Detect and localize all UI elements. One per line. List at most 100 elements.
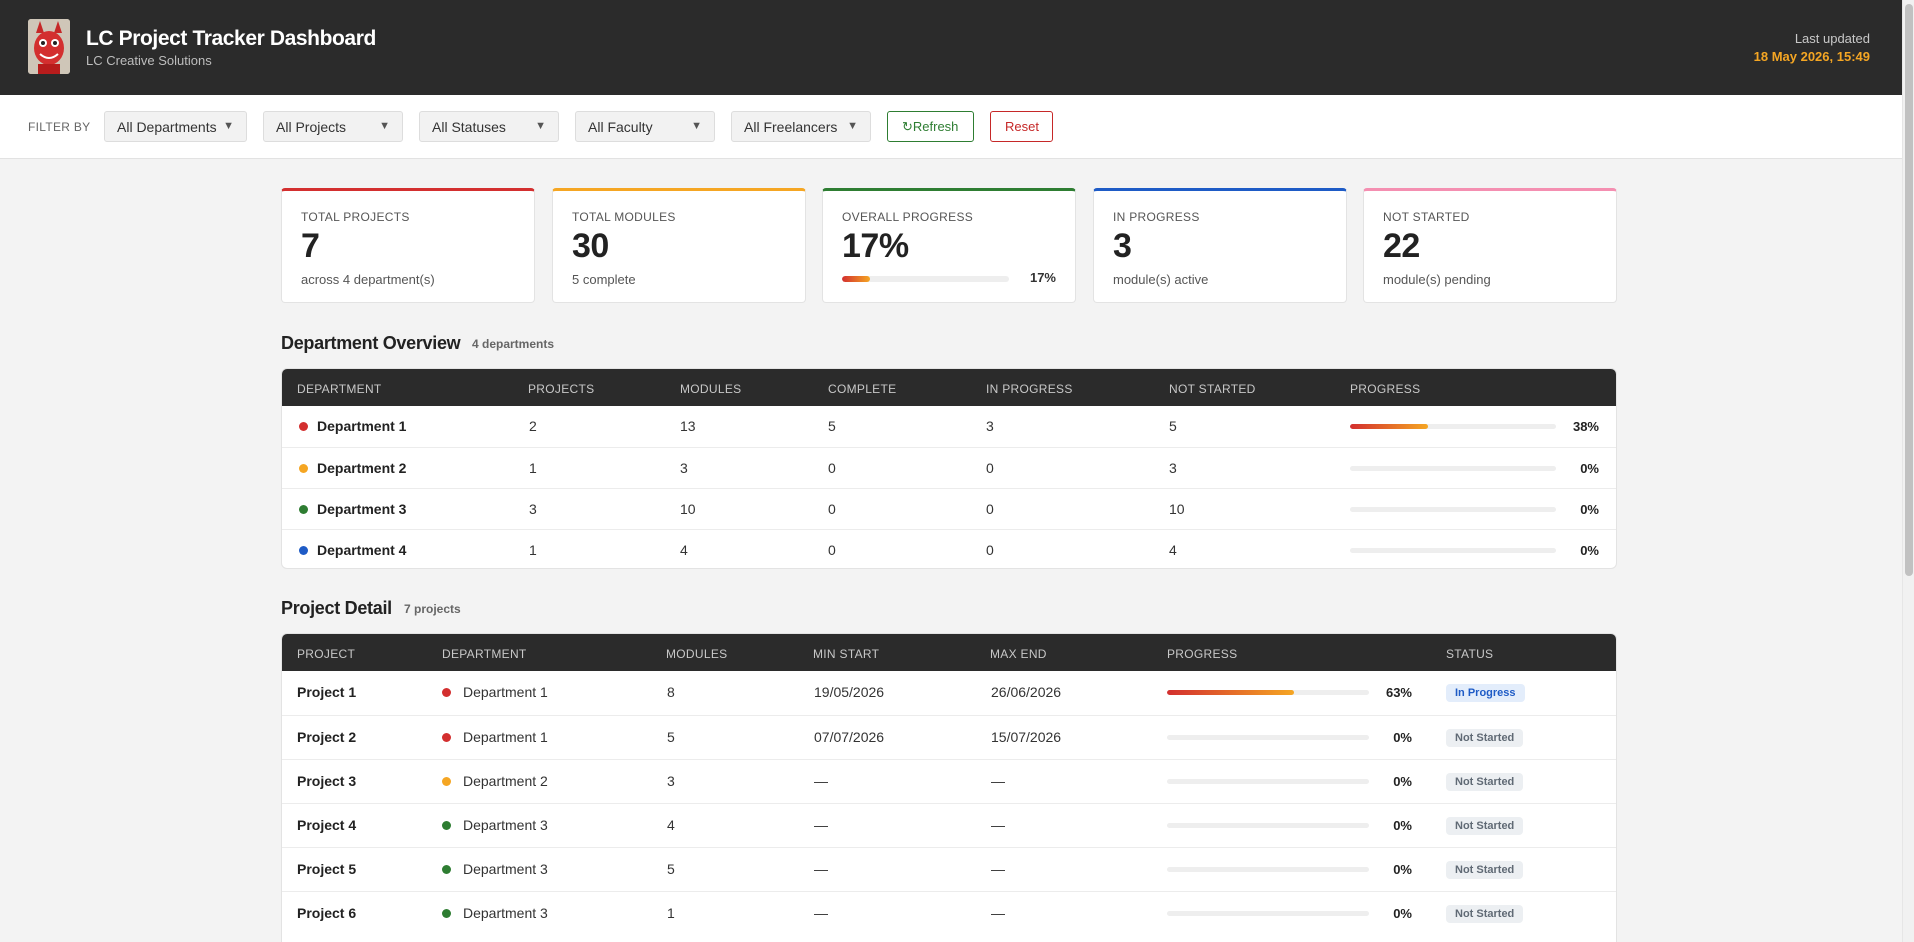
refresh-button[interactable]: ↻Refresh <box>887 111 974 142</box>
department-progress-bar <box>1350 466 1556 471</box>
project-progress-bar <box>1167 823 1369 828</box>
table-row[interactable]: Project 2 Department 1 5 07/07/2026 15/07/20… <box>282 715 1616 759</box>
progress-percent: 38% <box>1572 419 1599 434</box>
stat-card: IN PROGRESS 3 module(s) active <box>1093 188 1347 303</box>
table-row[interactable]: Department 1 2 13 5 3 5 38% <box>282 406 1616 447</box>
department-color-dot <box>442 909 451 918</box>
in-progress-count: 0 <box>986 460 994 476</box>
not-started-count: 5 <box>1169 418 1177 434</box>
progress-percent: 0% <box>1393 818 1412 833</box>
stat-value: 30 <box>572 227 609 265</box>
company-name: LC Creative Solutions <box>86 53 212 68</box>
progress-percent: 0% <box>1393 906 1412 921</box>
department-color-dot <box>299 464 308 473</box>
table-row[interactable]: Department 2 1 3 0 0 3 0% <box>282 447 1616 488</box>
overall-progress-bar <box>842 276 1009 282</box>
column-header: PROGRESS <box>1350 382 1421 396</box>
column-header: PROJECT <box>297 647 356 661</box>
not-started-count: 10 <box>1169 501 1185 517</box>
scrollbar-thumb[interactable] <box>1905 4 1913 576</box>
modules-count: 10 <box>680 501 696 517</box>
stat-card: NOT STARTED 22 module(s) pending <box>1363 188 1617 303</box>
max-end-date: — <box>991 905 1005 921</box>
stat-value: 17% <box>842 227 909 265</box>
department-color-dot <box>299 505 308 514</box>
department-color-dot <box>442 688 451 697</box>
table-row[interactable]: Project 1 Department 1 8 19/05/2026 26/06/20… <box>282 671 1616 715</box>
min-start-date: — <box>814 861 828 877</box>
project-filter-value: All Projects <box>276 119 347 135</box>
project-progress-bar <box>1167 867 1369 872</box>
table-row[interactable]: Project 6 Department 3 1 — — 0% Not Started <box>282 891 1616 935</box>
dropdown-caret-icon: ▼ <box>847 120 858 132</box>
modules-count: 3 <box>680 460 688 476</box>
stat-label: NOT STARTED <box>1383 210 1470 224</box>
complete-count: 0 <box>828 460 836 476</box>
project-filter-select[interactable]: All Projects ▼ <box>263 111 403 142</box>
department-color-dot <box>442 777 451 786</box>
status-badge: Not Started <box>1446 861 1524 879</box>
in-progress-count: 3 <box>986 418 994 434</box>
project-name: Project 1 <box>297 684 357 700</box>
table-row[interactable]: Project 5 Department 3 5 — — 0% Not Started <box>282 847 1616 891</box>
progress-percent: 0% <box>1393 730 1412 745</box>
column-header: STATUS <box>1446 647 1494 661</box>
filter-bar: FILTER BY All Departments ▼ All Projects… <box>0 95 1902 159</box>
status-badge: Not Started <box>1446 729 1524 747</box>
modules-count: 4 <box>667 817 675 833</box>
table-header: PROJECT DEPARTMENT MODULES MIN START MAX… <box>282 634 1616 671</box>
progress-bar-fill <box>1167 690 1295 695</box>
column-header: IN PROGRESS <box>986 382 1073 396</box>
stat-card: TOTAL MODULES 30 5 complete <box>552 188 806 303</box>
table-row[interactable]: Department 3 3 10 0 0 10 0% <box>282 488 1616 529</box>
last-updated-label: Last updated <box>1794 31 1870 46</box>
project-detail-title: Project Detail <box>281 598 392 618</box>
page-scrollbar[interactable] <box>1902 0 1914 942</box>
project-name: Project 5 <box>297 861 357 877</box>
freelancer-filter-select[interactable]: All Freelancers ▼ <box>731 111 871 142</box>
project-department: Department 1 <box>463 684 548 700</box>
min-start-date: 19/05/2026 <box>814 684 885 700</box>
project-department: Department 3 <box>463 905 548 921</box>
project-detail-table: PROJECT DEPARTMENT MODULES MIN START MAX… <box>281 633 1617 942</box>
progress-percent: 17% <box>1029 270 1056 285</box>
department-filter-select[interactable]: All Departments ▼ <box>104 111 247 142</box>
table-row[interactable]: Department 4 1 4 0 0 4 0% <box>282 529 1616 568</box>
stat-label: TOTAL MODULES <box>572 210 676 224</box>
last-updated-value: 18 May 2026, 15:49 <box>1753 49 1870 64</box>
max-end-date: — <box>991 773 1005 789</box>
department-progress-bar <box>1350 507 1556 512</box>
department-overview-title: Department Overview <box>281 333 461 353</box>
progress-bar-fill <box>1350 424 1429 429</box>
stat-label: TOTAL PROJECTS <box>301 210 410 224</box>
column-header: PROJECTS <box>528 382 595 396</box>
page-title: LC Project Tracker Dashboard <box>86 27 376 50</box>
progress-percent: 0% <box>1580 502 1599 517</box>
project-progress-bar <box>1167 690 1369 695</box>
project-department: Department 2 <box>463 773 548 789</box>
stat-label: OVERALL PROGRESS <box>842 210 974 224</box>
freelancer-filter-value: All Freelancers <box>744 119 838 135</box>
modules-count: 8 <box>667 684 675 700</box>
department-progress-bar <box>1350 424 1556 429</box>
in-progress-count: 0 <box>986 542 994 558</box>
company-logo <box>28 19 70 74</box>
in-progress-count: 0 <box>986 501 994 517</box>
stat-card: TOTAL PROJECTS 7 across 4 department(s) <box>281 188 535 303</box>
column-header: DEPARTMENT <box>442 647 527 661</box>
progress-percent: 0% <box>1580 543 1599 558</box>
faculty-filter-select[interactable]: All Faculty ▼ <box>575 111 715 142</box>
stat-label: IN PROGRESS <box>1113 210 1200 224</box>
status-badge: In Progress <box>1446 684 1525 702</box>
project-name: Project 3 <box>297 773 357 789</box>
table-row[interactable]: Project 4 Department 3 4 — — 0% Not Started <box>282 803 1616 847</box>
max-end-date: — <box>991 861 1005 877</box>
table-row[interactable]: Project 3 Department 2 3 — — 0% Not Started <box>282 759 1616 803</box>
modules-count: 3 <box>667 773 675 789</box>
stat-value: 22 <box>1383 227 1420 265</box>
dropdown-caret-icon: ▼ <box>223 120 234 132</box>
min-start-date: — <box>814 773 828 789</box>
reset-button[interactable]: Reset <box>990 111 1053 142</box>
progress-bar-fill <box>842 276 871 282</box>
status-filter-select[interactable]: All Statuses ▼ <box>419 111 559 142</box>
